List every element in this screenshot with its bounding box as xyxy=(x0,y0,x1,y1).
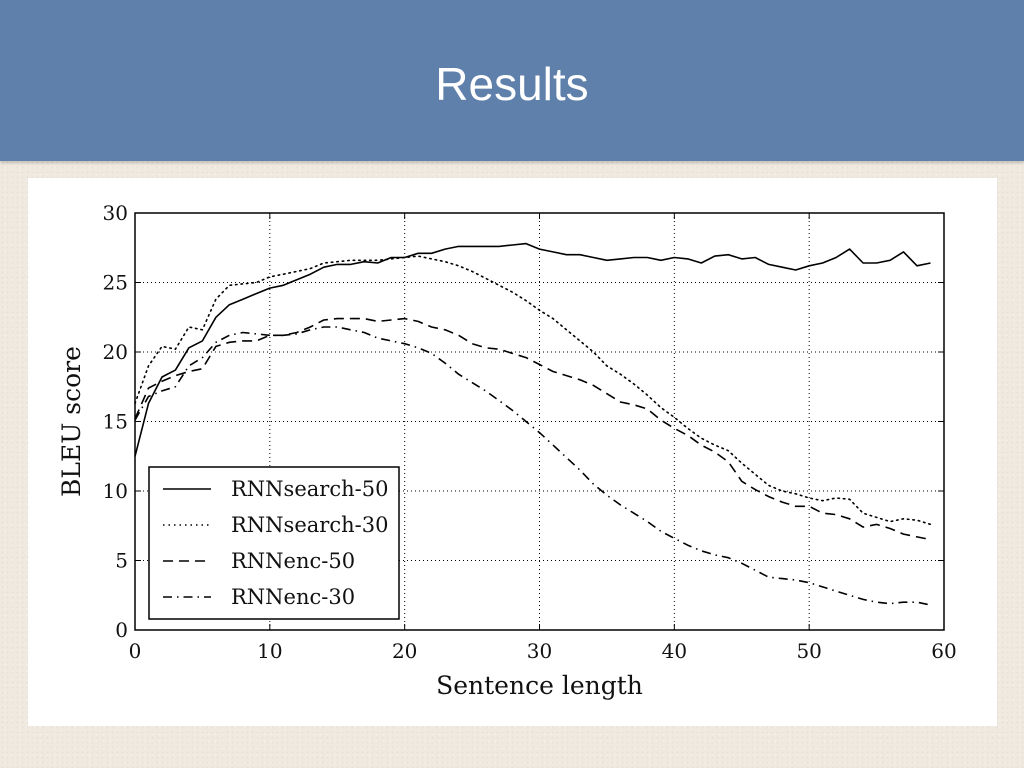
y-tick-label: 0 xyxy=(115,618,128,642)
title-bar: Results xyxy=(0,0,1024,161)
series-lines xyxy=(134,242,932,606)
legend-box xyxy=(148,466,400,620)
x-tick-label: 30 xyxy=(527,639,552,663)
legend-label-rnnenc-30: RNNenc-30 xyxy=(231,585,355,609)
y-tick-label: 5 xyxy=(115,549,128,573)
x-tick-label: 20 xyxy=(392,639,417,663)
series-line-rnnenc-50 xyxy=(134,317,931,541)
y-axis-title: BLEU score xyxy=(57,346,86,497)
grid xyxy=(135,213,944,630)
series-line-rnnsearch-50 xyxy=(134,242,931,457)
y-tick-label: 30 xyxy=(103,201,128,225)
x-tick-label: 60 xyxy=(931,639,956,663)
legend-label-rnnsearch-50: RNNsearch-50 xyxy=(231,477,388,501)
x-axis-title: Sentence length xyxy=(436,671,643,700)
slide-title: Results xyxy=(435,58,589,110)
series-line-rnnsearch-30 xyxy=(134,255,932,526)
legend-label-rnnenc-50: RNNenc-50 xyxy=(231,549,355,573)
legend-label-rnnsearch-30: RNNsearch-30 xyxy=(231,513,388,537)
legend: RNNsearch-50 RNNsearch-30 RNNenc-50 RNNe… xyxy=(148,466,400,620)
x-tick-label: 50 xyxy=(796,639,821,663)
axis-ticks: 0 10 20 30 40 50 60 0 5 10 15 20 25 30 xyxy=(103,201,957,663)
series-line-rnnenc-30 xyxy=(134,326,931,606)
chart-panel: 0 10 20 30 40 50 60 0 5 10 15 20 25 30 Sentence lengt… xyxy=(28,178,997,726)
y-tick-label: 10 xyxy=(103,479,128,503)
y-tick-label: 15 xyxy=(103,410,128,434)
x-tick-label: 40 xyxy=(662,639,687,663)
bleu-chart: 0 10 20 30 40 50 60 0 5 10 15 20 25 30 Sentence lengt… xyxy=(57,201,957,700)
y-tick-label: 25 xyxy=(103,271,128,295)
x-tick-label: 0 xyxy=(129,639,142,663)
y-tick-label: 20 xyxy=(103,340,128,364)
x-tick-label: 10 xyxy=(257,639,282,663)
